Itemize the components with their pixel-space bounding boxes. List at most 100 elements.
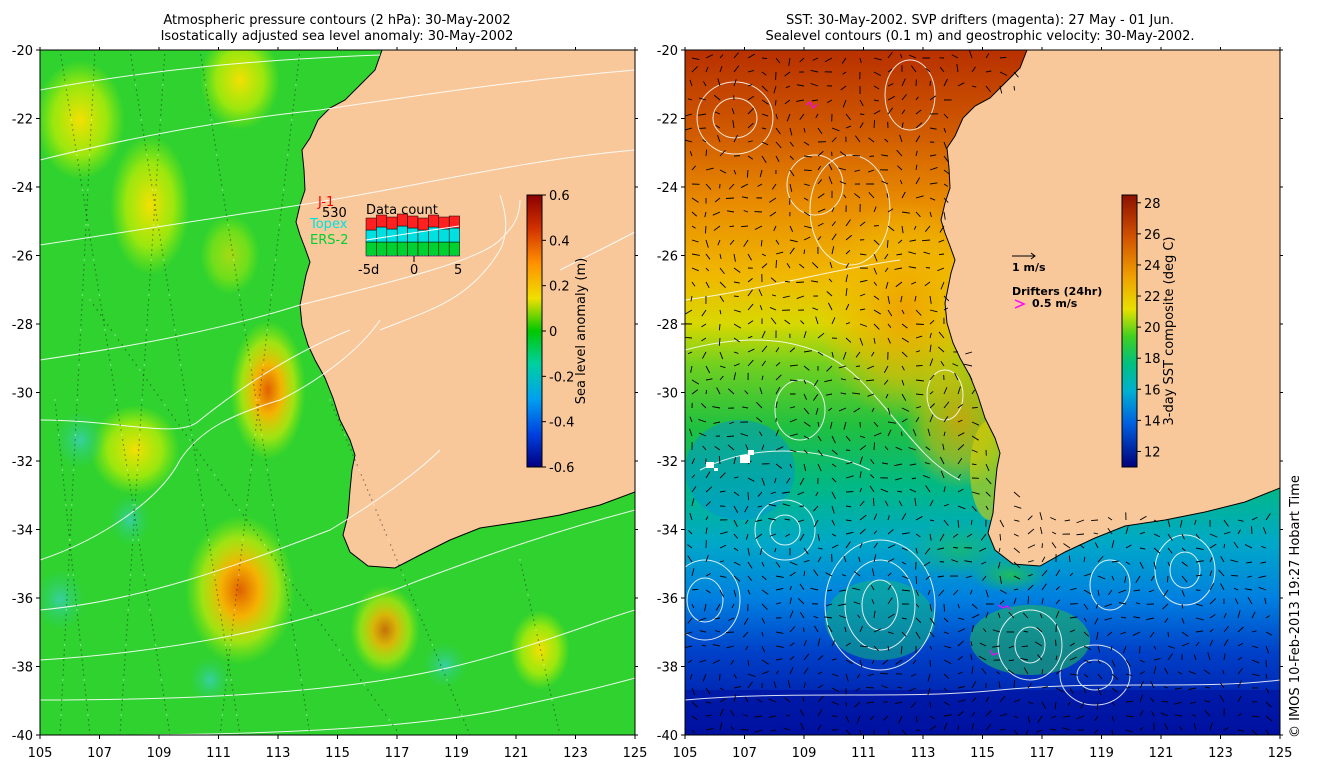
x-tick-label: 121 [1149, 746, 1174, 761]
sst-colorbar-ramp [1121, 194, 1138, 468]
x-tick-label: 109 [147, 746, 172, 761]
pressure-contours [40, 54, 635, 735]
colorbar-tick-label: 14 [1144, 414, 1161, 429]
y-tick-label: -40 [657, 729, 678, 744]
sst-colorbar: 28 26 24 22 20 18 16 14 12 3-day SST composite (… [1121, 194, 1177, 468]
x-tick-label: 123 [1208, 746, 1233, 761]
australia-land-left [295, 50, 635, 569]
x-tick-label: 115 [325, 746, 350, 761]
imos-credit: © IMOS 10-Feb-2013 19:27 Hobart Time [1288, 475, 1303, 738]
sla-colorbar-label: Sea level anomaly (m) [574, 258, 589, 404]
x-tick-label: 111 [851, 746, 876, 761]
x-tick-label: 113 [266, 746, 291, 761]
data-count-histogram: Data count -5d 0 5 [358, 203, 462, 278]
geostrophic-velocity-arrows [685, 50, 1273, 735]
x-tick-label: 115 [970, 746, 995, 761]
colorbar-tick-label: 12 [1144, 445, 1161, 460]
y-tick-label: -36 [657, 592, 678, 607]
colorbar-tick-label: 26 [1144, 228, 1161, 243]
right-x-axis: 105 107 109 111 113 115 117 119 121 123 125 [673, 47, 1293, 761]
y-tick-label: -20 [12, 44, 33, 59]
colorbar-tick-label: 18 [1144, 352, 1161, 367]
y-tick-label: -30 [12, 387, 33, 402]
right-y-axis: -20 -22 -24 -26 -28 -30 -32 -34 -36 -38 -40 [657, 44, 1283, 744]
colorbar-tick-label: 24 [1144, 259, 1161, 274]
y-tick-label: -22 [657, 113, 678, 128]
x-tick-label: 109 [792, 746, 817, 761]
y-tick-label: -26 [12, 250, 33, 265]
y-tick-label: -34 [657, 524, 678, 539]
sla-map-panel: 105 107 109 111 113 115 117 119 121 123 125 -20 -22… [12, 13, 648, 761]
x-tick-label: 113 [911, 746, 936, 761]
y-tick-label: -26 [657, 250, 678, 265]
colorbar-tick-label: 16 [1144, 383, 1161, 398]
x-tick-label: 117 [1030, 746, 1055, 761]
x-tick-label: 105 [673, 746, 698, 761]
hist-tick-0: 0 [410, 263, 418, 278]
y-tick-label: -30 [657, 387, 678, 402]
jason-count: 530 [322, 206, 347, 221]
x-tick-label: 107 [87, 746, 112, 761]
x-tick-label: 121 [504, 746, 529, 761]
ers-label: ERS-2 [310, 233, 348, 248]
drifters-label: Drifters (24hr) [1012, 285, 1102, 298]
colorbar-tick-label: 20 [1144, 321, 1161, 336]
y-tick-label: -32 [657, 455, 678, 470]
colorbar-tick-label: 0.4 [549, 234, 570, 249]
colorbar-tick-label: 28 [1144, 197, 1161, 212]
colorbar-tick-label: 22 [1144, 290, 1161, 305]
x-tick-label: 105 [28, 746, 53, 761]
sst-colorbar-label: 3-day SST composite (deg C) [1162, 236, 1177, 425]
x-tick-label: 125 [1268, 746, 1293, 761]
left-x-axis: 105 107 109 111 113 115 117 119 121 123 125 [28, 47, 648, 761]
satellite-ground-tracks [54, 50, 561, 735]
y-tick-label: -22 [12, 113, 33, 128]
x-tick-label: 107 [732, 746, 757, 761]
y-tick-label: -28 [12, 318, 33, 333]
colorbar-tick-label: 0 [549, 325, 557, 340]
velocity-legend: 1 m/s Drifters (24hr) 0.5 m/s [1012, 252, 1102, 310]
x-tick-label: 123 [563, 746, 588, 761]
satellite-legend: J-1 530 Topex ERS-2 [309, 195, 348, 248]
right-title-line1: SST: 30-May-2002. SVP drifters (magenta)… [786, 13, 1174, 28]
y-tick-label: -24 [12, 181, 33, 196]
sst-features [685, 200, 1280, 735]
y-tick-label: -38 [12, 661, 33, 676]
y-tick-label: -20 [657, 44, 678, 59]
left-title-line2: Isostatically adjusted sea level anomaly… [161, 29, 514, 44]
right-title-line2: Sealevel contours (0.1 m) and geostrophi… [765, 29, 1194, 44]
x-tick-label: 119 [444, 746, 469, 761]
y-tick-label: -24 [657, 181, 678, 196]
data-count-title: Data count [366, 203, 438, 218]
x-tick-label: 111 [206, 746, 231, 761]
australia-land-right [940, 50, 1280, 567]
velocity-scale-label: 1 m/s [1012, 261, 1046, 274]
hist-tick-minus5: -5d [358, 263, 379, 278]
drifter-speed-label: 0.5 m/s [1032, 297, 1078, 310]
topex-label: Topex [309, 217, 348, 232]
left-y-axis: -20 -22 -24 -26 -28 -30 -32 -34 -36 -38 -40 [12, 44, 638, 744]
colorbar-tick-label: -0.4 [549, 416, 574, 431]
y-tick-label: -28 [657, 318, 678, 333]
hist-tick-5: 5 [454, 263, 462, 278]
colorbar-tick-label: 0.6 [549, 189, 570, 204]
x-tick-label: 125 [623, 746, 648, 761]
jason-label: J-1 [317, 195, 334, 210]
cloud-mask-specks [706, 450, 754, 471]
drifter-arrow-icon [1014, 299, 1026, 309]
y-tick-label: -36 [12, 592, 33, 607]
sla-colorbar-ramp [526, 194, 543, 468]
left-title-line1: Atmospheric pressure contours (2 hPa): 3… [163, 13, 510, 28]
sst-map-panel: 105 107 109 111 113 115 117 119 121 123 125 -20 -22… [657, 13, 1293, 761]
x-tick-label: 117 [385, 746, 410, 761]
y-tick-label: -34 [12, 524, 33, 539]
y-tick-label: -38 [657, 661, 678, 676]
colorbar-tick-label: -0.2 [549, 370, 574, 385]
sla-colorbar: 0.6 0.4 0.2 0 -0.2 -0.4 -0.6 Sea level anomaly… [526, 189, 589, 476]
x-tick-label: 119 [1089, 746, 1114, 761]
y-tick-label: -32 [12, 455, 33, 470]
colorbar-tick-label: 0.2 [549, 280, 570, 295]
colorbar-tick-label: -0.6 [549, 461, 574, 476]
